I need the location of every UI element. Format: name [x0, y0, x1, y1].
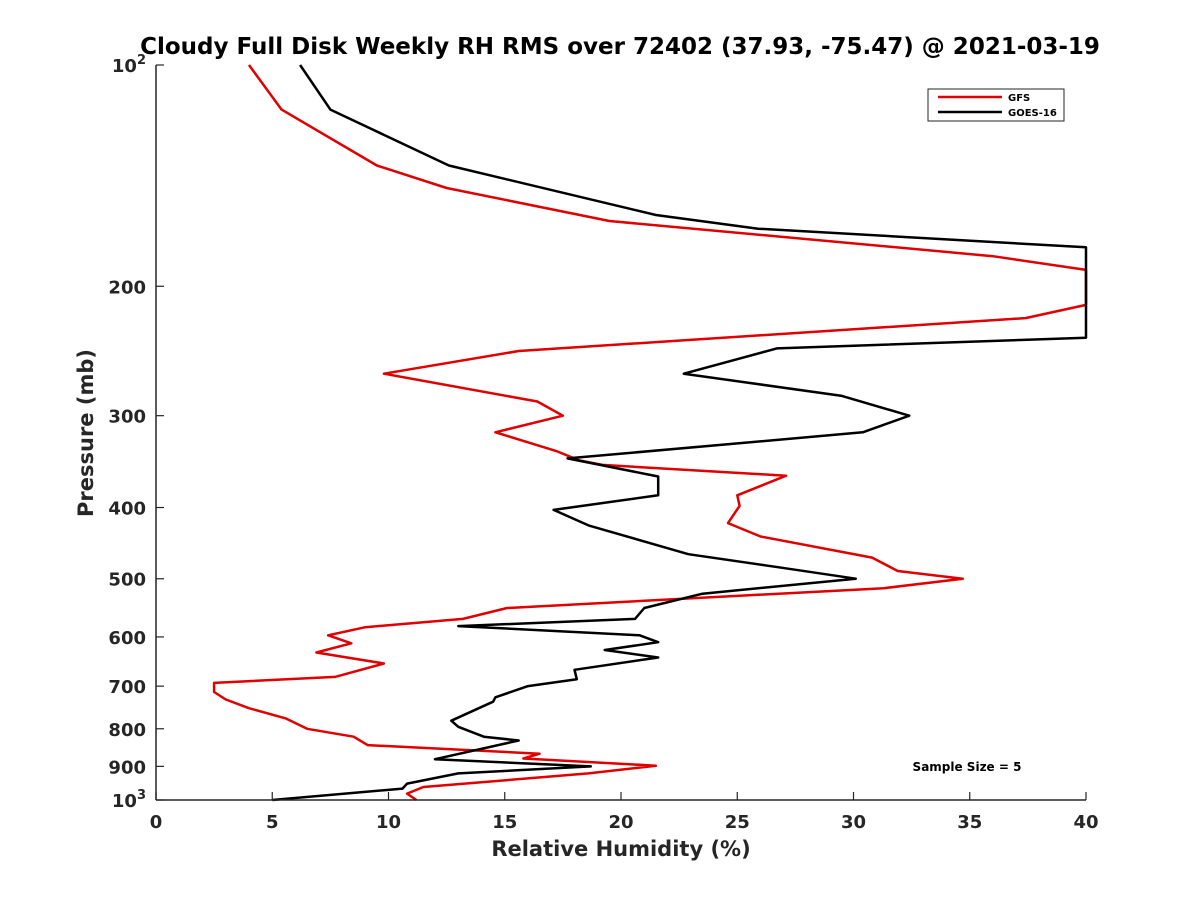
legend-goes16-label: GOES-16: [1008, 108, 1057, 119]
x-tick-label: 0: [150, 812, 163, 833]
x-tick-label: 35: [957, 812, 982, 833]
chart-title: Cloudy Full Disk Weekly RH RMS over 7240…: [140, 34, 1100, 60]
series-line-gfs: [212, 64, 1088, 802]
y-tick-label: 700: [108, 677, 146, 698]
series-line-goes-16: [272, 64, 1088, 802]
legend: GFS GOES-16: [927, 88, 1065, 122]
y-axis-label: Pressure (mb): [74, 349, 98, 517]
x-tick-label: 5: [266, 812, 279, 833]
plot-area: 0 5 10 15 20 25 30 35 40 102 200 300 400 500 600 700 80…: [108, 53, 1098, 833]
x-axis-ticks: 0 5 10 15 20 25 30 35 40: [150, 792, 1099, 833]
y-tick-label: 900: [108, 757, 146, 778]
y-tick-label: 500: [108, 570, 146, 591]
y-tick-label: 200: [108, 277, 146, 298]
x-tick-label: 30: [841, 812, 866, 833]
x-axis-label: Relative Humidity (%): [491, 837, 750, 861]
series-lines: [212, 64, 1088, 802]
y-tick-label: 103: [112, 788, 146, 812]
y-axis-ticks: 102 200 300 400 500 600 700 800 900 103: [108, 53, 164, 812]
x-tick-label: 25: [725, 812, 750, 833]
x-tick-label: 10: [376, 812, 401, 833]
y-tick-label: 102: [112, 53, 146, 77]
y-tick-label: 300: [108, 407, 146, 428]
x-tick-label: 15: [492, 812, 517, 833]
sample-size-annotation: Sample Size = 5: [913, 760, 1022, 774]
legend-box: [927, 88, 1065, 122]
y-tick-label: 400: [108, 499, 146, 520]
y-tick-label: 800: [108, 720, 146, 741]
x-tick-label: 20: [608, 812, 633, 833]
legend-gfs-label: GFS: [1008, 93, 1030, 104]
y-tick-label: 600: [108, 628, 146, 649]
x-tick-label: 40: [1073, 812, 1098, 833]
